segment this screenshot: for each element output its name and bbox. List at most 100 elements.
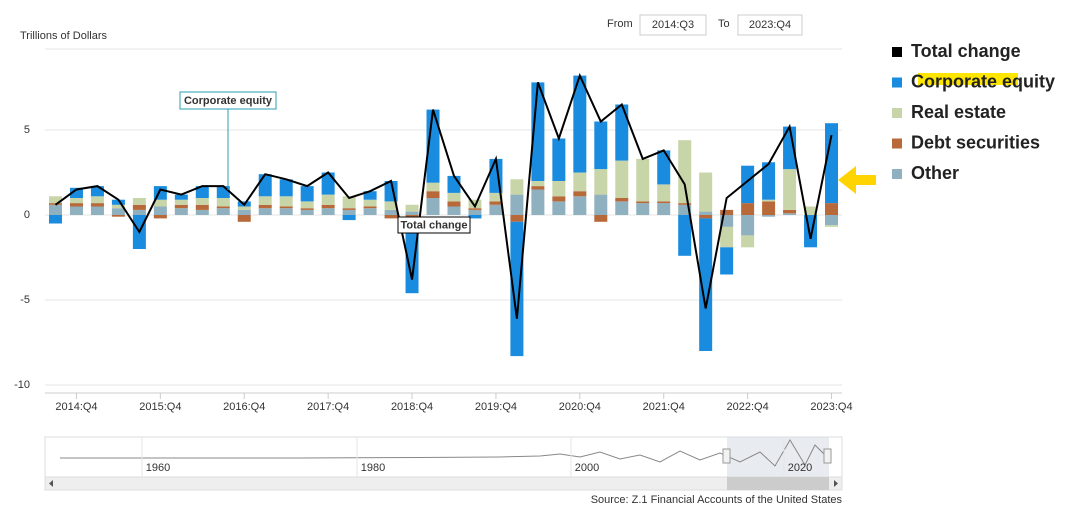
bar-segment	[489, 192, 503, 202]
callout-text: Corporate equity	[184, 95, 273, 107]
bar-segment	[636, 203, 650, 215]
bar-segment	[615, 198, 629, 202]
bar-segment	[153, 199, 167, 207]
bar-segment	[195, 186, 209, 198]
bar-segment	[720, 209, 734, 215]
bar-segment	[300, 209, 314, 215]
bar-segment	[363, 208, 377, 215]
bar-segment	[489, 201, 503, 205]
bar-segment	[174, 199, 188, 205]
bar-segment	[510, 179, 524, 195]
from-label: From	[607, 18, 633, 30]
bar-segment	[657, 184, 671, 202]
bar-segment	[594, 215, 608, 222]
bar-segment	[174, 194, 188, 200]
bar-segment	[90, 186, 104, 197]
bar-segment	[531, 186, 545, 190]
bar-segment	[552, 181, 566, 197]
navigator-handle[interactable]	[722, 448, 731, 464]
bar-segment	[762, 201, 776, 215]
bar-segment	[258, 174, 272, 197]
bar-segment	[573, 172, 587, 192]
legend-label: Total change	[911, 41, 1021, 61]
scrollbar[interactable]	[44, 476, 843, 491]
scrollbar-thumb[interactable]	[727, 477, 829, 490]
bar-segment	[69, 203, 83, 207]
bar-segment	[384, 209, 398, 215]
bar-segment	[552, 201, 566, 215]
bar-segment	[741, 203, 755, 215]
bar-segment	[405, 216, 419, 294]
bar-segment	[636, 201, 650, 204]
bar-segment	[762, 162, 776, 200]
bar-segment	[174, 208, 188, 215]
navigator-handle[interactable]	[823, 448, 832, 464]
bar-segment	[216, 186, 230, 198]
y-tick-label: -10	[14, 379, 30, 391]
bar-segment	[741, 215, 755, 236]
bar-segment	[405, 211, 419, 215]
bar-segment	[615, 201, 629, 215]
source: Source: Z.1 Financial Accounts of the Un…	[591, 494, 843, 506]
navigator-label: 1960	[146, 462, 170, 474]
bar-segment	[573, 75, 587, 173]
bar-segment	[321, 194, 335, 205]
legend-label: Corporate equity	[911, 71, 1055, 91]
x-tick-label: 2022:Q4	[727, 401, 769, 413]
navigator-window[interactable]	[727, 437, 829, 477]
bar-segment	[216, 208, 230, 215]
bar-segment	[510, 194, 524, 215]
to-input[interactable]	[737, 14, 803, 36]
bar-segment	[216, 206, 230, 209]
bar-segment	[342, 215, 356, 221]
bar-segment	[132, 198, 146, 205]
bar-segment	[258, 196, 272, 205]
bar-segment	[510, 221, 524, 357]
x-tick-label: 2017:Q4	[307, 401, 349, 413]
bar-segment	[426, 191, 440, 198]
y-tick-label: -5	[20, 294, 30, 306]
bar-segment	[783, 213, 797, 215]
bar-segment	[174, 204, 188, 209]
navigator: 1960 1980 2000 2020	[44, 436, 843, 491]
bar-segment	[342, 208, 356, 210]
bar-segment	[636, 158, 650, 202]
bar-segment	[48, 196, 62, 204]
bar-segment	[783, 169, 797, 210]
legend-swatch	[892, 169, 902, 179]
from-input[interactable]	[639, 14, 707, 36]
bar-segment	[531, 82, 545, 181]
bar-segment	[573, 196, 587, 215]
bar-segment	[300, 208, 314, 210]
bar-segment	[825, 203, 839, 215]
total-line	[54, 72, 833, 319]
y-axis-label: Trillions of Dollars	[20, 30, 108, 42]
plot: -10 -5 0 5 2014:Q4 2015:Q4 2016:Q4 2017:Q4 2018:…	[14, 48, 853, 413]
bar-segment	[699, 215, 713, 219]
bar-segment	[447, 201, 461, 207]
bar-segment	[615, 104, 629, 161]
bar-segment	[426, 182, 440, 192]
legend-label: Real estate	[911, 102, 1006, 122]
x-tick-label: 2015:Q4	[139, 401, 181, 413]
bar-segment	[69, 206, 83, 215]
bar-segment	[69, 187, 83, 198]
bar-segment	[720, 247, 734, 275]
bar-segment	[804, 206, 818, 215]
highlight	[918, 73, 1018, 85]
from-value: 2014:Q3	[652, 19, 694, 31]
bar-segment	[363, 206, 377, 209]
bar-segment	[825, 215, 839, 226]
bar-segment	[447, 175, 461, 193]
bar-segment	[699, 218, 713, 351]
bar-segment	[195, 204, 209, 210]
bar-segment	[468, 209, 482, 215]
bar-segment	[678, 204, 692, 215]
bar-segment	[195, 209, 209, 215]
callout-box	[397, 216, 471, 234]
bar-segment	[552, 138, 566, 181]
x-tick-label: 2018:Q4	[391, 401, 433, 413]
bar-segment	[594, 121, 608, 170]
bar-segment	[573, 191, 587, 197]
bar-segment	[90, 196, 104, 204]
